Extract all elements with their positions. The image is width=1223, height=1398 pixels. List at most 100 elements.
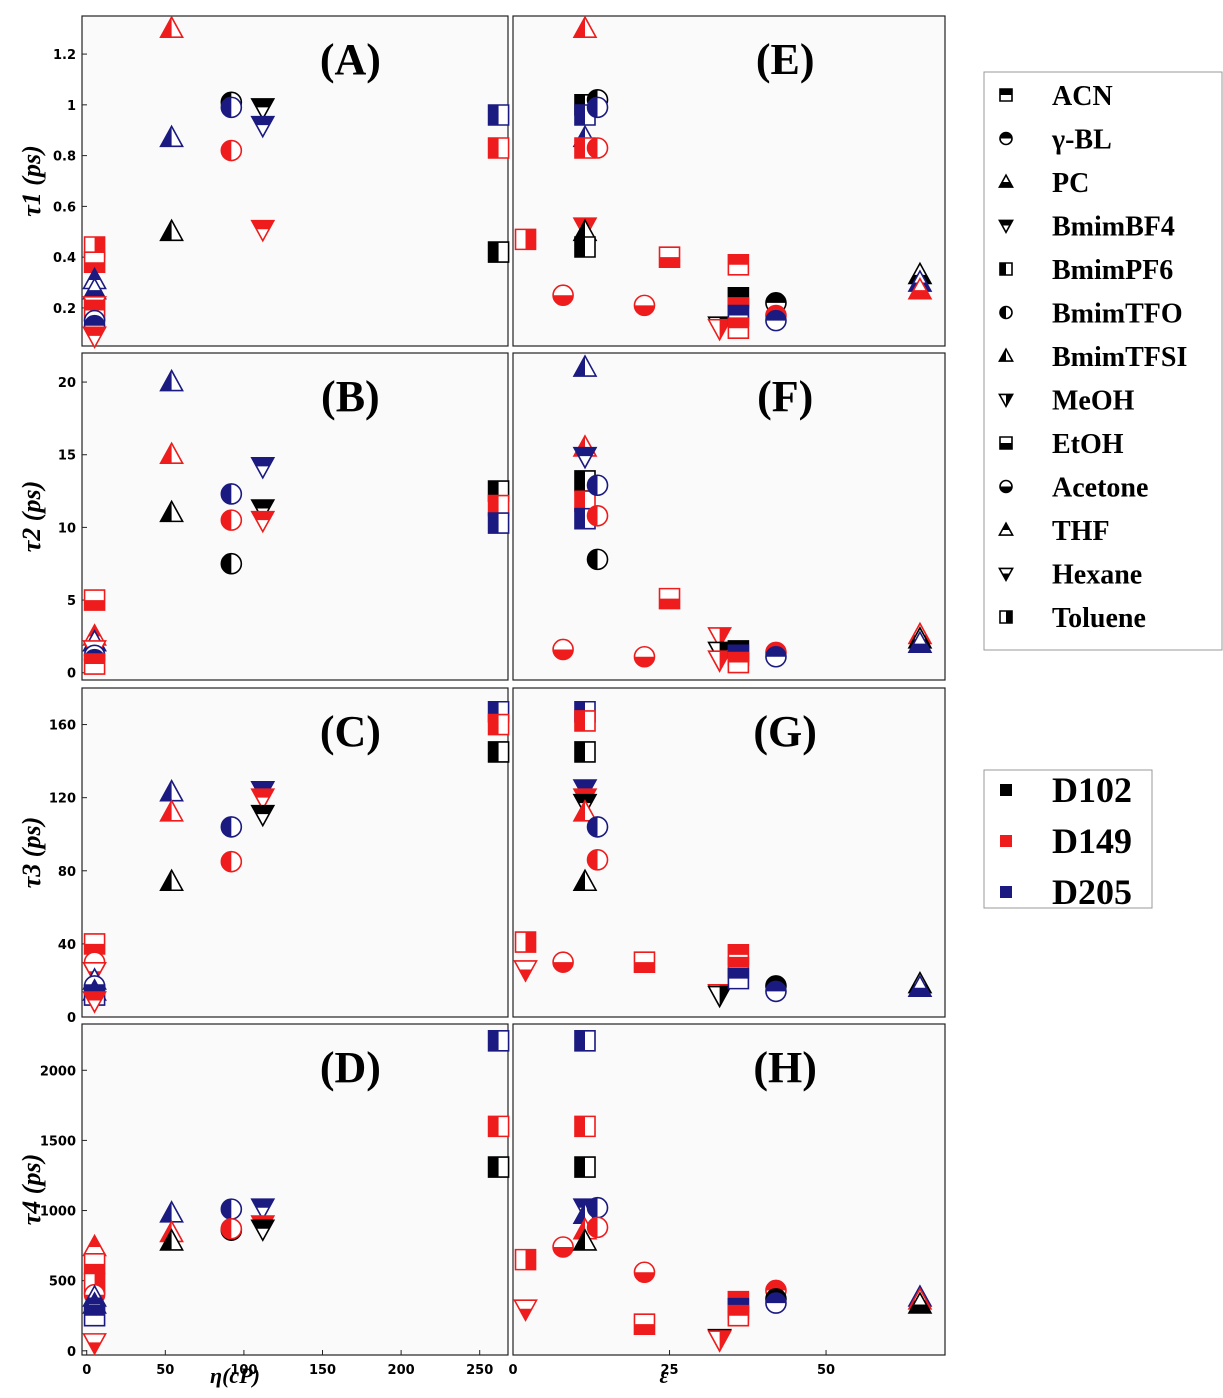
legend-label: PC (1052, 168, 1089, 199)
data-point (487, 241, 510, 263)
data-point (82, 991, 107, 1014)
data-point (220, 850, 243, 873)
plot-frame (81, 1023, 509, 1356)
data-point (727, 253, 750, 276)
legend-label: BmimBF4 (1052, 212, 1175, 243)
data-point (513, 960, 538, 983)
data-point (220, 139, 243, 162)
data-point (707, 650, 732, 673)
legend-marker (998, 521, 1014, 536)
data-points (552, 354, 933, 674)
data-point (250, 510, 276, 534)
data-point (220, 483, 243, 505)
data-point (250, 804, 276, 828)
plot-frame (81, 352, 509, 681)
data-point (586, 504, 609, 527)
legend-label: D102 (1052, 770, 1132, 810)
legend-swatch (1000, 835, 1012, 847)
y-axis-label: τ1 (ps) (17, 145, 46, 216)
panel-d: 0 500 1000 1500 2000 0 50 100 150 200 250 (D) τ4 (ps… (17, 1023, 510, 1388)
x-tick-label: 25 (660, 1363, 678, 1378)
y-tick-label: 2000 (40, 1064, 76, 1079)
panel-label: (H) (753, 1043, 817, 1092)
data-point (586, 548, 609, 571)
data-point (220, 96, 243, 119)
data-point (765, 645, 787, 668)
data-point (250, 457, 276, 480)
y-tick-label: 15 (58, 449, 76, 464)
data-point (907, 630, 933, 653)
panel-label: (A) (320, 35, 381, 84)
data-point (250, 219, 276, 243)
legend-box (983, 71, 1223, 651)
data-point (907, 276, 933, 300)
panel-f: (F) (512, 352, 946, 681)
legend-label: Hexane (1052, 560, 1142, 591)
y-tick-label: 160 (49, 719, 76, 734)
data-point (220, 552, 243, 575)
data-points (513, 1030, 933, 1353)
data-point (83, 1253, 106, 1275)
data-point (514, 1248, 537, 1271)
data-point (220, 1217, 243, 1240)
data-point (250, 499, 276, 522)
y-tick-label: 0.2 (53, 302, 76, 317)
data-point (586, 1216, 609, 1239)
data-point (572, 799, 598, 822)
data-point (487, 104, 510, 126)
panel-b: 0 5 10 15 20 (B) τ2 (ps) (17, 352, 510, 682)
data-point (514, 931, 537, 953)
data-point (727, 967, 750, 990)
data-point (159, 1228, 184, 1251)
data-point (633, 294, 656, 317)
plot-frame (81, 687, 509, 1018)
y-tick-label: 1 (67, 99, 76, 114)
data-point (727, 651, 750, 674)
data-points (82, 15, 510, 350)
panels: 0.2 0.4 0.6 0.8 1 1.2 (A) τ1 (ps) 0 5 10 15 20 (B) τ2 … (17, 15, 946, 1388)
panel-label: (D) (320, 1043, 381, 1092)
panel-e: (E) (512, 15, 946, 347)
data-point (250, 1198, 276, 1221)
legend-label: D205 (1052, 872, 1132, 912)
data-point (586, 137, 609, 159)
data-point (572, 446, 598, 470)
data-point (707, 985, 732, 1009)
data-point (159, 441, 184, 465)
data-point (572, 1228, 598, 1251)
data-point (572, 15, 598, 38)
legend-marker (999, 610, 1013, 624)
data-point (83, 933, 106, 955)
x-tick-label: 100 (230, 1363, 257, 1378)
legend-marker (999, 131, 1013, 146)
data-point (658, 587, 681, 610)
data-point (220, 816, 243, 838)
panel-g: (G) (512, 687, 946, 1018)
panel-c: 0 40 80 120 160 (C) τ3 (ps) (17, 687, 510, 1026)
y-tick-label: 0.6 (53, 200, 76, 215)
data-point (765, 980, 787, 1003)
legend-swatch (1000, 886, 1012, 898)
legend-label: MeOH (1052, 386, 1135, 417)
data-point (586, 816, 609, 838)
legend-label: BmimPF6 (1052, 255, 1173, 286)
data-point (574, 1030, 596, 1052)
data-point (487, 713, 510, 736)
x-tick-label: 250 (466, 1363, 493, 1378)
data-point (159, 124, 184, 148)
data-point (487, 741, 510, 763)
y-tick-label: 0.8 (53, 150, 76, 165)
data-point (487, 137, 510, 159)
data-point (250, 1219, 276, 1242)
data-point (574, 1115, 596, 1138)
legend-label: D149 (1052, 821, 1132, 861)
legend-marker (998, 347, 1014, 362)
plot-frame (81, 15, 509, 347)
legend-marker (999, 479, 1013, 494)
x-axis-label: ε (659, 1363, 668, 1388)
y-tick-label: 80 (58, 865, 76, 880)
data-point (633, 1261, 656, 1284)
data-point (572, 354, 598, 377)
x-tick-label: 150 (309, 1363, 336, 1378)
